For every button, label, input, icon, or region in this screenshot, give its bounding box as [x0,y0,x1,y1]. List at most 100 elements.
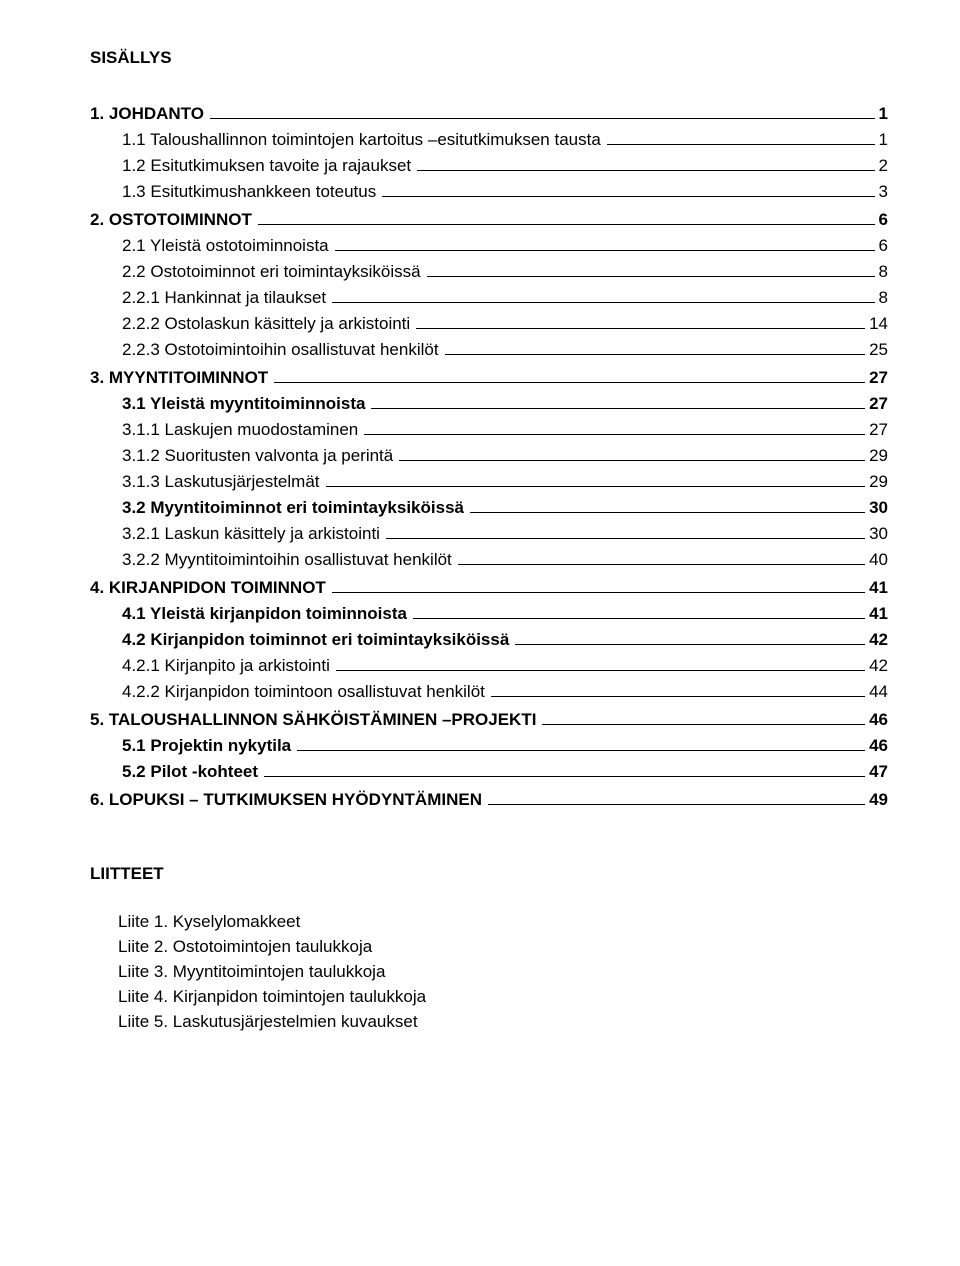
toc-entry: 6. LOPUKSI – TUTKIMUKSEN HYÖDYNTÄMINEN49 [90,790,888,810]
toc-entry: 3. MYYNTITOIMINNOT 27 [90,368,888,388]
toc-entry: 2.2 Ostotoiminnot eri toimintayksiköissä… [122,262,888,282]
toc-entry: 2.2.3 Ostotoimintoihin osallistuvat henk… [122,340,888,360]
toc-leader-line [336,670,865,671]
toc-leader-line [427,276,875,277]
toc-leader-line [274,382,865,383]
toc-entry-page: 46 [869,736,888,756]
toc-entry-label: 2.2.2 Ostolaskun käsittely ja arkistoint… [122,314,410,334]
toc-leader-line [335,250,875,251]
appendix-item: Liite 1. Kyselylomakkeet [118,912,888,932]
toc-entry-page: 6 [879,236,888,256]
toc-entry-label: 4.2 Kirjanpidon toiminnot eri toimintayk… [122,630,509,650]
toc-title: SISÄLLYS [90,48,888,68]
toc-entry-page: 40 [869,550,888,570]
table-of-contents: 1. JOHDANTO 1 1.1 Taloushallinnon toiminto… [90,104,888,810]
toc-leader-line [470,512,865,513]
toc-entry: 2.2.1 Hankinnat ja tilaukset 8 [122,288,888,308]
toc-leader-line [458,564,865,565]
toc-entry-page: 30 [869,498,888,518]
toc-entry-label: 4.2.1 Kirjanpito ja arkistointi [122,656,330,676]
toc-entry: 2.1 Yleistä ostotoiminnoista 6 [122,236,888,256]
toc-entry-label: 5.1 Projektin nykytila [122,736,291,756]
toc-entry: 2. OSTOTOIMINNOT 6 [90,210,888,230]
toc-entry-label: 4.2.2 Kirjanpidon toimintoon osallistuva… [122,682,485,702]
toc-entry-label: 4. KIRJANPIDON TOIMINNOT [90,578,326,598]
toc-entry-page: 1 [879,104,888,124]
toc-entry-label: 4.1 Yleistä kirjanpidon toiminnoista [122,604,407,624]
toc-entry: 3.1 Yleistä myyntitoiminnoista 27 [122,394,888,414]
toc-entry: 1.3 Esitutkimushankkeen toteutus3 [122,182,888,202]
toc-entry-page: 8 [879,262,888,282]
toc-entry-label: 2.2 Ostotoiminnot eri toimintayksiköissä [122,262,421,282]
toc-entry-label: 3. MYYNTITOIMINNOT [90,368,268,388]
toc-entry: 3.2 Myyntitoiminnot eri toimintayksiköis… [122,498,888,518]
toc-entry: 5.2 Pilot -kohteet 47 [122,762,888,782]
toc-entry: 1.1 Taloushallinnon toimintojen kartoitu… [122,130,888,150]
toc-entry-label: 1.2 Esitutkimuksen tavoite ja rajaukset [122,156,411,176]
toc-entry-label: 3.1.3 Laskutusjärjestelmät [122,472,320,492]
toc-entry-label: 5. TALOUSHALLINNON SÄHKÖISTÄMINEN –PROJE… [90,710,536,730]
toc-entry-label: 1.1 Taloushallinnon toimintojen kartoitu… [122,130,601,150]
toc-entry-page: 46 [869,710,888,730]
toc-leader-line [491,696,865,697]
toc-leader-line [413,618,865,619]
toc-entry: 4.2 Kirjanpidon toiminnot eri toimintayk… [122,630,888,650]
toc-leader-line [297,750,865,751]
toc-entry-label: 3.1.1 Laskujen muodostaminen [122,420,358,440]
toc-leader-line [264,776,865,777]
toc-entry-page: 25 [869,340,888,360]
toc-entry-page: 2 [879,156,888,176]
toc-entry-page: 41 [869,604,888,624]
toc-entry-label: 2.2.1 Hankinnat ja tilaukset [122,288,326,308]
toc-entry-label: 2.1 Yleistä ostotoiminnoista [122,236,329,256]
appendix-list: Liite 1. Kyselylomakkeet Liite 2. Ostotoi… [90,912,888,1032]
toc-leader-line [332,302,874,303]
toc-entry: 3.1.3 Laskutusjärjestelmät29 [122,472,888,492]
toc-leader-line [364,434,865,435]
toc-entry-page: 47 [869,762,888,782]
toc-entry-label: 3.1 Yleistä myyntitoiminnoista [122,394,365,414]
toc-entry-label: 3.2.2 Myyntitoimintoihin osallistuvat he… [122,550,452,570]
toc-entry: 5. TALOUSHALLINNON SÄHKÖISTÄMINEN –PROJE… [90,710,888,730]
toc-entry-label: 6. LOPUKSI – TUTKIMUKSEN HYÖDYNTÄMINEN [90,790,482,810]
appendix-item: Liite 3. Myyntitoimintojen taulukkoja [118,962,888,982]
toc-entry-page: 42 [869,656,888,676]
toc-leader-line [488,804,865,805]
toc-entry-label: 3.1.2 Suoritusten valvonta ja perintä [122,446,393,466]
appendix-heading: LIITTEET [90,864,888,884]
toc-entry-page: 27 [869,368,888,388]
appendix-item: Liite 5. Laskutusjärjestelmien kuvaukset [118,1012,888,1032]
toc-leader-line [399,460,865,461]
toc-entry-page: 27 [869,394,888,414]
toc-entry: 3.1.1 Laskujen muodostaminen27 [122,420,888,440]
toc-entry-label: 3.2.1 Laskun käsittely ja arkistointi [122,524,380,544]
toc-entry-page: 1 [879,130,888,150]
toc-entry: 1.2 Esitutkimuksen tavoite ja rajaukset 2 [122,156,888,176]
toc-entry-page: 14 [869,314,888,334]
toc-entry-label: 3.2 Myyntitoiminnot eri toimintayksiköis… [122,498,464,518]
toc-entry-page: 8 [879,288,888,308]
toc-leader-line [515,644,865,645]
toc-leader-line [382,196,874,197]
toc-entry: 3.2.2 Myyntitoimintoihin osallistuvat he… [122,550,888,570]
toc-entry: 4.2.2 Kirjanpidon toimintoon osallistuva… [122,682,888,702]
toc-entry-page: 6 [879,210,888,230]
toc-entry-label: 2. OSTOTOIMINNOT [90,210,252,230]
toc-entry: 3.1.2 Suoritusten valvonta ja perintä29 [122,446,888,466]
toc-leader-line [445,354,866,355]
toc-leader-line [258,224,875,225]
toc-entry-label: 5.2 Pilot -kohteet [122,762,258,782]
toc-entry: 1. JOHDANTO 1 [90,104,888,124]
toc-entry-page: 42 [869,630,888,650]
toc-leader-line [332,592,865,593]
appendix-item: Liite 2. Ostotoimintojen taulukkoja [118,937,888,957]
toc-leader-line [417,170,874,171]
toc-entry-page: 30 [869,524,888,544]
toc-entry-label: 1.3 Esitutkimushankkeen toteutus [122,182,376,202]
toc-entry-label: 2.2.3 Ostotoimintoihin osallistuvat henk… [122,340,439,360]
toc-leader-line [607,144,875,145]
toc-entry: 4.2.1 Kirjanpito ja arkistointi 42 [122,656,888,676]
toc-entry-label: 1. JOHDANTO [90,104,204,124]
toc-entry: 2.2.2 Ostolaskun käsittely ja arkistoint… [122,314,888,334]
toc-entry: 4.1 Yleistä kirjanpidon toiminnoista 41 [122,604,888,624]
